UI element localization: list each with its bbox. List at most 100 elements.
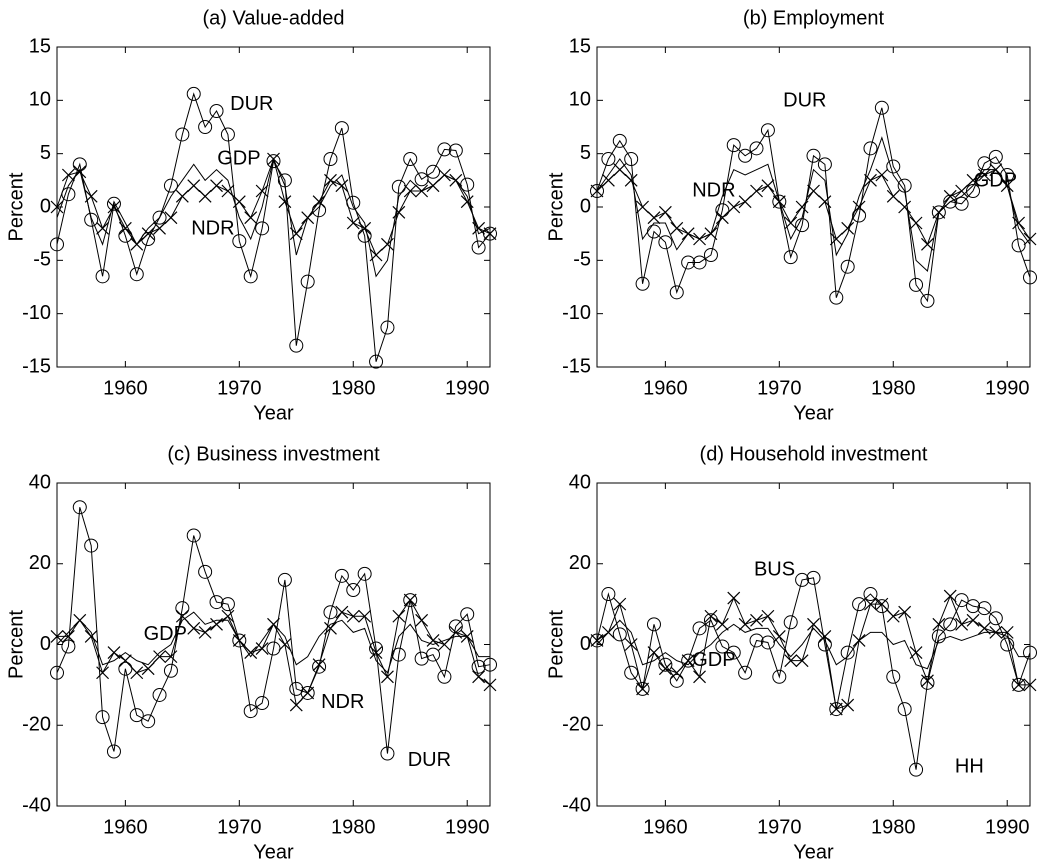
marker-circle	[909, 762, 924, 777]
series-label: NDR	[321, 691, 364, 713]
marker-circle	[198, 564, 213, 579]
y-tick-label: 0	[40, 195, 51, 217]
plot-frame	[596, 482, 1031, 807]
marker-circle	[334, 568, 349, 583]
marker-circle	[266, 154, 281, 169]
y-tick-label: -5	[573, 249, 591, 271]
marker-circle	[897, 178, 912, 193]
marker-cross	[472, 221, 486, 235]
panel-title: (c) Business investment	[167, 443, 380, 465]
plot-frame	[56, 482, 491, 807]
marker-circle	[118, 228, 133, 243]
x-tick-label: 1970	[217, 377, 262, 399]
panel: (b) Employment Year Percent -15 -10 -5 0 5 10 15 1…	[545, 7, 1037, 424]
marker-cross	[636, 682, 650, 696]
marker-circle	[931, 629, 946, 644]
marker-cross	[750, 613, 763, 627]
marker-cross	[989, 625, 1003, 639]
marker-cross	[704, 227, 718, 241]
marker-circle	[669, 285, 684, 300]
marker-circle	[289, 338, 304, 353]
marker-circle	[232, 234, 247, 249]
marker-cross	[727, 200, 741, 214]
marker-cross	[966, 613, 980, 627]
marker-circle	[601, 587, 616, 602]
marker-circle	[817, 157, 832, 172]
marker-circle	[954, 196, 969, 211]
marker-circle	[1000, 637, 1015, 652]
marker-cross	[175, 189, 189, 203]
marker-circle	[220, 127, 235, 142]
marker-cross	[864, 173, 877, 187]
marker-cross	[358, 221, 372, 235]
marker-circle	[715, 639, 730, 654]
marker-cross	[153, 650, 166, 664]
marker-circle	[346, 582, 361, 597]
y-tick-label: 0	[40, 633, 51, 655]
x-tick-label: 1970	[217, 816, 262, 838]
marker-cross	[392, 609, 406, 623]
x-axis-label: Year	[253, 402, 294, 424]
marker-circle	[658, 235, 673, 250]
marker-cross	[130, 237, 144, 251]
marker-cross	[460, 195, 474, 209]
series-label: HH	[955, 756, 984, 778]
marker-circle	[624, 152, 639, 166]
marker-cross	[829, 232, 843, 246]
marker-circle	[106, 744, 121, 759]
marker-circle	[966, 599, 981, 614]
marker-cross	[244, 211, 258, 225]
marker-cross	[613, 597, 627, 611]
marker-cross	[909, 646, 923, 659]
marker-circle	[795, 218, 810, 233]
series-line	[596, 107, 1031, 303]
marker-cross	[164, 650, 178, 664]
marker-circle	[209, 104, 224, 118]
marker-circle	[61, 639, 76, 654]
marker-circle	[612, 627, 627, 642]
marker-cross	[658, 662, 672, 676]
marker-cross	[909, 216, 923, 230]
marker-circle	[266, 641, 281, 656]
marker-circle	[909, 277, 924, 292]
marker-cross	[84, 630, 98, 643]
y-axis-label: Percent	[5, 172, 27, 241]
x-tick-label: 1970	[757, 377, 802, 399]
marker-cross	[267, 617, 280, 631]
marker-circle	[243, 704, 258, 719]
marker-circle	[186, 86, 201, 101]
marker-circle	[357, 566, 372, 581]
marker-circle	[863, 587, 878, 602]
series-label: GDP	[217, 147, 260, 169]
y-tick-label: 15	[569, 35, 591, 57]
marker-cross	[289, 227, 303, 241]
marker-cross	[198, 625, 212, 639]
panel: (d) Household investment Year Percent -40 -2…	[545, 443, 1037, 863]
y-tick-label: 20	[569, 552, 591, 574]
marker-circle	[255, 696, 270, 711]
marker-cross	[658, 205, 672, 219]
marker-circle	[471, 240, 486, 255]
marker-circle	[426, 647, 441, 662]
marker-cross	[118, 221, 132, 235]
marker-cross	[807, 617, 820, 631]
marker-cross	[437, 168, 451, 182]
marker-circle	[232, 633, 247, 648]
marker-cross	[807, 184, 820, 198]
marker-circle	[612, 133, 627, 148]
marker-circle	[129, 267, 144, 282]
marker-circle	[852, 597, 867, 612]
marker-cross	[96, 221, 110, 235]
marker-cross	[403, 184, 417, 198]
marker-circle	[220, 597, 235, 612]
marker-circle	[681, 255, 696, 270]
y-tick-label: 15	[29, 35, 51, 57]
y-tick-label: 0	[580, 195, 591, 217]
marker-circle	[977, 156, 992, 171]
marker-cross	[369, 646, 383, 659]
marker-circle	[988, 149, 1003, 164]
marker-cross	[1012, 678, 1026, 692]
marker-cross	[130, 666, 144, 680]
series-label: DUR	[408, 749, 451, 771]
